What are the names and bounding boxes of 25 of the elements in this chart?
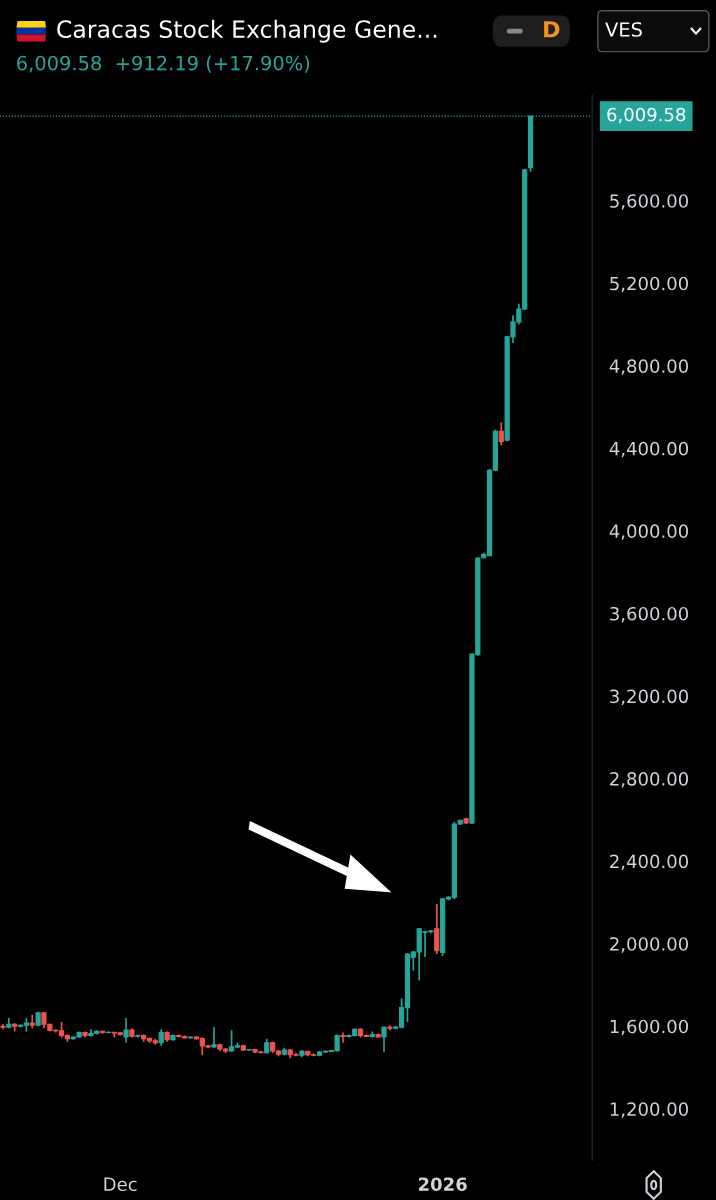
y-tick-label: 3,200.00 [610, 689, 688, 705]
candlestick [381, 1025, 387, 1053]
y-tick-label: 2,400.00 [610, 854, 688, 871]
candlestick [498, 421, 504, 447]
candlestick [340, 1031, 346, 1044]
y-tick-label: 2,800.00 [610, 772, 688, 788]
x-tick-label: 2026 [418, 1177, 467, 1192]
y-tick-label: 1,200.00 [610, 1102, 688, 1118]
y-tick-label: 4,000.00 [609, 524, 688, 540]
chart-title: Caracas Stock Exchange Gene... [57, 19, 437, 43]
y-tick-label: 3,600.00 [610, 606, 688, 623]
y-tick-label: 1,600.00 [610, 1019, 688, 1036]
y-tick-label: 5,200.00 [610, 276, 688, 293]
candlestick [434, 903, 440, 955]
candlestick [211, 1026, 217, 1049]
chart-subtitle: 6,009.58 +912.19 (+17.90%) [17, 55, 310, 73]
text: VES [605, 22, 642, 37]
ref-line-label: 6,009.58 [607, 107, 686, 124]
candlestick [123, 1017, 129, 1044]
y-tick-label: 2,000.00 [610, 937, 688, 953]
x-tick-label: Dec [104, 1177, 137, 1192]
y-tick-label: 5,600.00 [610, 194, 688, 210]
y-tick-label: 4,400.00 [609, 441, 688, 458]
y-tick-label: 4,800.00 [609, 359, 688, 375]
text: D [544, 21, 560, 38]
